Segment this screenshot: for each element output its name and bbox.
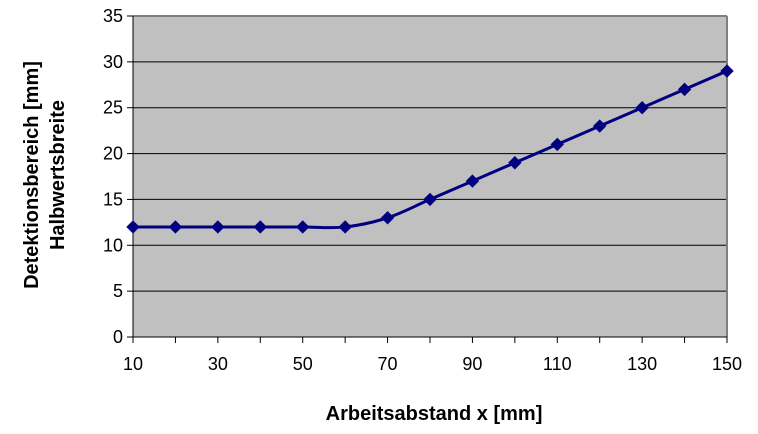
data-point-x40	[253, 220, 267, 234]
data-point-x20	[168, 220, 183, 234]
axis-ticks	[127, 15, 728, 343]
y-tick-label: 20	[103, 144, 123, 164]
x-axis-title: Arbeitsabstand x [mm]	[326, 403, 543, 425]
data-point-x10	[126, 220, 140, 234]
x-tick-label: 150	[712, 354, 742, 374]
y-tick-label: 30	[103, 52, 123, 72]
data-point-x140	[677, 82, 692, 97]
data-point-x50	[296, 220, 310, 234]
tick-labels: 0 5 10 15 20 25 30 35 10 30 50 70 90 110 130 150	[103, 6, 742, 374]
data-point-x120	[593, 119, 607, 133]
x-tick-label: 50	[293, 354, 313, 374]
y-tick-label: 25	[103, 98, 123, 118]
data-point-x80	[423, 192, 437, 207]
data-point-x90	[465, 174, 480, 188]
x-tick-label: 30	[208, 354, 228, 374]
x-tick-label: 10	[123, 354, 143, 374]
data-point-x70	[380, 211, 395, 225]
data-point-x150	[720, 64, 734, 78]
y-tick-label: 35	[103, 6, 123, 26]
data-point-x110	[550, 137, 564, 152]
data-point-x60	[338, 220, 352, 234]
plot-area	[133, 16, 727, 337]
y-tick-label: 0	[113, 327, 123, 347]
data-point-x100	[508, 156, 522, 170]
series-group	[126, 64, 734, 234]
y-tick-label: 10	[103, 235, 123, 255]
data-point-x30	[211, 220, 225, 234]
y-axis-title-line-1: Detektionsbereich [mm]	[21, 61, 43, 289]
x-tick-label: 70	[378, 354, 398, 374]
data-point-x130	[635, 101, 649, 115]
y-tick-label: 15	[103, 189, 123, 209]
y-axis-title-line-2: Halbwertsbreite	[47, 100, 69, 250]
x-tick-label: 110	[543, 354, 572, 374]
x-tick-label: 90	[462, 354, 482, 374]
y-tick-label: 5	[113, 281, 123, 301]
x-tick-label: 130	[627, 354, 657, 374]
